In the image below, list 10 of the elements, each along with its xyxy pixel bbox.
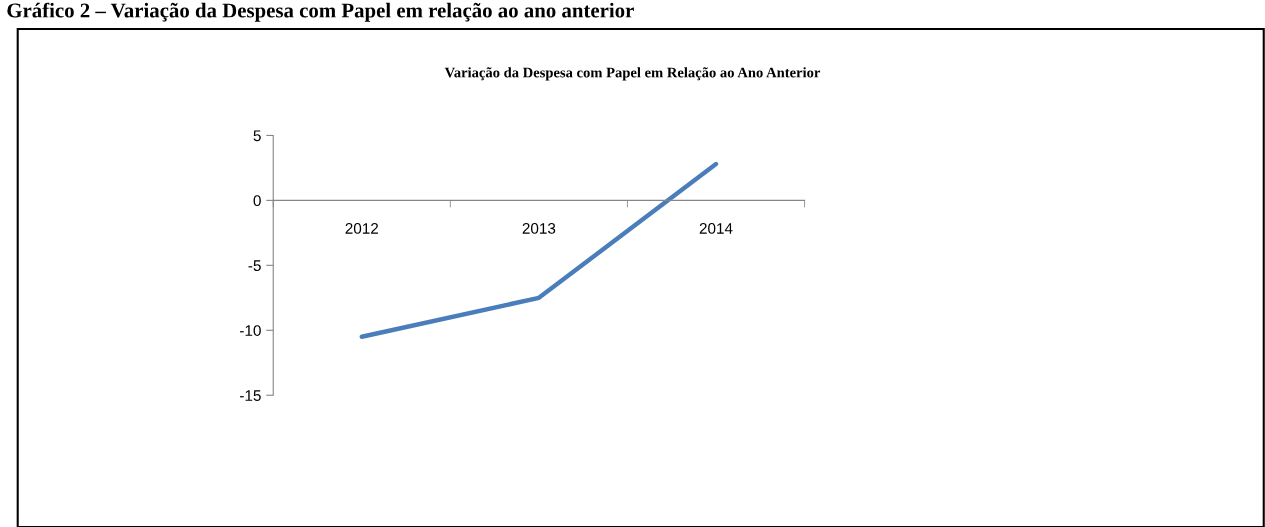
y-tick-label: -5 xyxy=(248,260,261,272)
x-tick-label: 2014 xyxy=(699,223,733,234)
text: Gráfico 2 – Variação da Despesa com Papel em relação ao ano anterior xyxy=(7,2,634,22)
x-tick-label: 2012 xyxy=(345,223,379,234)
y-tick-label: -10 xyxy=(240,325,261,336)
y-tick-label: 5 xyxy=(253,130,261,142)
y-tick-label: -15 xyxy=(240,390,261,401)
chart-title: Variação da Despesa com Papel em Relação ao Ano Anterior xyxy=(444,67,821,81)
y-tick-label: 0 xyxy=(253,195,261,207)
x-tick-label: 2013 xyxy=(522,223,556,234)
